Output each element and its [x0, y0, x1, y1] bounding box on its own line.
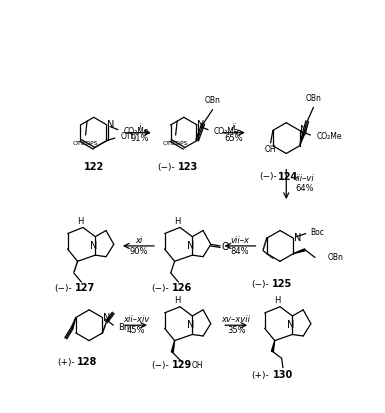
Text: 126: 126 — [172, 283, 192, 293]
Text: 125: 125 — [271, 280, 292, 290]
Text: Boc: Boc — [310, 228, 324, 237]
Text: N: N — [294, 233, 301, 243]
Text: CO₂Me: CO₂Me — [124, 127, 149, 136]
Text: (+)-: (+)- — [57, 358, 75, 367]
Text: (−)-: (−)- — [251, 280, 269, 289]
Text: iii–vi: iii–vi — [296, 173, 314, 183]
Text: OTf: OTf — [121, 132, 134, 141]
Text: xi: xi — [135, 236, 142, 245]
Text: 127: 127 — [75, 283, 95, 293]
Text: xii–xiv: xii–xiv — [123, 316, 149, 324]
Text: H: H — [174, 217, 181, 226]
Text: 84%: 84% — [231, 247, 249, 256]
Text: (+)-: (+)- — [251, 371, 270, 380]
Text: OH: OH — [265, 145, 276, 154]
Text: CO₂Me: CO₂Me — [214, 127, 239, 136]
Polygon shape — [293, 249, 305, 254]
Text: N: N — [287, 320, 295, 330]
Text: i: i — [139, 123, 141, 132]
Text: CO₂Me: CO₂Me — [316, 132, 342, 141]
Text: N: N — [103, 313, 110, 323]
Text: N: N — [300, 126, 307, 135]
Text: N: N — [187, 241, 194, 251]
Text: N: N — [198, 120, 205, 130]
Text: H: H — [77, 217, 84, 226]
Text: (−)-: (−)- — [259, 172, 277, 181]
Text: Bn: Bn — [118, 323, 129, 332]
Text: OBn: OBn — [306, 94, 321, 102]
Polygon shape — [300, 134, 305, 146]
Text: N: N — [187, 320, 194, 330]
Text: ii: ii — [231, 123, 236, 132]
Text: N: N — [107, 120, 115, 130]
Text: 129: 129 — [172, 360, 192, 370]
Text: 130: 130 — [273, 370, 293, 380]
Text: 91%: 91% — [131, 134, 149, 142]
Text: H: H — [275, 296, 281, 305]
Text: O: O — [222, 242, 229, 252]
Polygon shape — [271, 341, 275, 351]
Text: 122: 122 — [84, 162, 104, 172]
Text: 123: 123 — [177, 162, 198, 172]
Text: 64%: 64% — [296, 184, 314, 192]
Text: 128: 128 — [77, 357, 98, 367]
Text: 35%: 35% — [227, 326, 246, 335]
Text: N: N — [90, 241, 97, 251]
Text: H: H — [174, 296, 181, 305]
Text: (−)-: (−)- — [54, 284, 72, 293]
Text: 45%: 45% — [127, 326, 146, 335]
Polygon shape — [171, 341, 175, 352]
Text: OTBDPS: OTBDPS — [163, 141, 188, 146]
Text: OBn: OBn — [205, 96, 221, 105]
Text: 65%: 65% — [224, 134, 243, 142]
Text: OH: OH — [192, 361, 203, 370]
Text: (−)-: (−)- — [151, 361, 169, 370]
Text: OTBDPS: OTBDPS — [73, 141, 98, 146]
Polygon shape — [71, 318, 76, 329]
Text: 124: 124 — [278, 172, 299, 182]
Text: (−)-: (−)- — [157, 163, 175, 172]
Text: 90%: 90% — [129, 247, 148, 256]
Text: xv–xvii: xv–xvii — [222, 316, 251, 324]
Text: vii–x: vii–x — [231, 236, 249, 245]
Text: (−)-: (−)- — [151, 284, 169, 293]
Text: OBn: OBn — [327, 253, 343, 262]
